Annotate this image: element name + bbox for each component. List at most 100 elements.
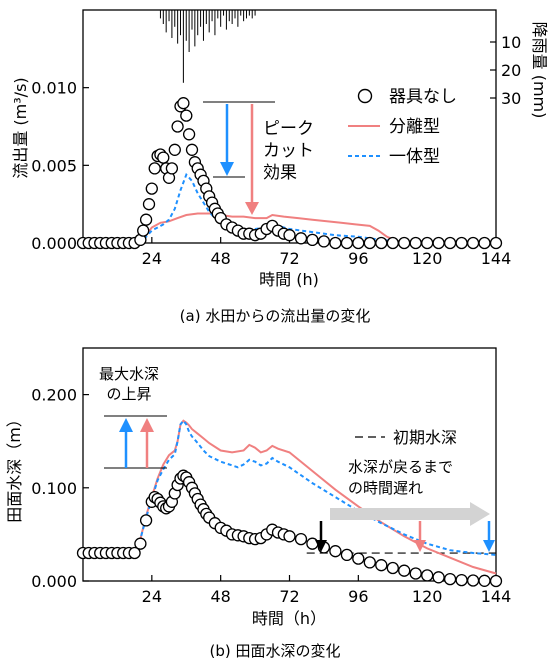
panel-a-xlabel: 時間 (h): [259, 270, 319, 289]
series-line-solid: [83, 419, 497, 575]
panel-b-xlabel: 時間（h）: [252, 609, 326, 628]
x-tick-label: 48: [210, 249, 230, 268]
panel-a-outflow-chart: 0.000 0.005 0.010 10 20 30 24 48 72 96 120 144 ピー…: [11, 9, 549, 325]
data-point: [171, 120, 184, 133]
data-point: [398, 564, 411, 577]
panel-a-ylabel: 流出量 (m³/s): [11, 77, 30, 178]
data-point: [148, 162, 161, 175]
annotation-line: 効果: [263, 163, 297, 183]
data-point: [386, 236, 399, 250]
data-point: [455, 236, 468, 250]
panel-b-x-ticks: 24 48 72 96 120 144: [142, 575, 512, 606]
x-tick-label: 120: [412, 587, 443, 606]
blue-delay-arrow-head: [483, 540, 495, 552]
panel-a-x-ticks: 24 48 72 96 120 144: [142, 237, 512, 268]
x-tick-label: 144: [481, 587, 512, 606]
panel-b-caption: (b) 田面水深の変化: [210, 642, 341, 660]
data-point: [128, 546, 141, 560]
data-point: [139, 514, 153, 527]
x-tick-label: 96: [348, 249, 368, 268]
data-point: [139, 213, 153, 226]
data-point: [145, 182, 158, 195]
data-point: [432, 236, 445, 250]
data-point: [165, 162, 179, 175]
data-point: [409, 236, 422, 250]
data-point: [363, 556, 376, 569]
x-tick-label: 144: [481, 249, 512, 268]
data-point: [142, 198, 156, 211]
panel-a-y2-ticks: 10 20 30: [490, 33, 521, 108]
data-point: [432, 571, 445, 584]
data-point: [443, 572, 457, 586]
panel-b-depth-chart: 0.000 0.100 0.200 24 48 72 96 120 144 最大水深の上昇 初…: [5, 347, 512, 660]
panel-a-y-ticks: 0.000 0.005 0.010: [31, 79, 89, 253]
x-tick-label: 24: [142, 249, 162, 268]
data-point: [398, 236, 411, 250]
time-delay-gray-arrow-head: [470, 502, 490, 526]
annotation-line: の上昇: [106, 385, 151, 403]
max-depth-rise-annotation: 最大水深の上昇: [99, 365, 159, 403]
y-tick-label: 0.200: [31, 386, 77, 405]
data-point: [182, 128, 196, 141]
data-point: [306, 233, 319, 247]
data-point: [329, 545, 342, 558]
data-point: [375, 236, 388, 250]
data-point: [329, 236, 342, 250]
data-point: [466, 574, 480, 587]
y2-tick-label: 20: [501, 61, 521, 80]
data-point: [340, 236, 354, 250]
time-delay-gray-bar: [330, 508, 472, 520]
data-point: [180, 109, 193, 122]
x-tick-label: 72: [279, 249, 299, 268]
data-point: [134, 537, 147, 550]
data-point: [363, 236, 376, 250]
data-point: [489, 236, 503, 250]
data-point: [478, 574, 491, 587]
annotation-line: カット: [263, 141, 314, 161]
x-tick-label: 24: [142, 587, 162, 606]
panel-b-y-ticks: 0.000 0.100 0.200: [31, 386, 89, 591]
annotation-line: ピーク: [263, 119, 314, 139]
data-point: [317, 235, 331, 248]
data-point: [386, 561, 399, 575]
data-point: [137, 224, 150, 237]
peak-cut-annotation: ピークカット効果: [263, 119, 314, 183]
time-delay-annotation: 水深が戻るまでの時間遅れ: [348, 458, 453, 497]
data-point: [352, 236, 365, 250]
y2-tick-label: 30: [501, 89, 521, 108]
data-point: [421, 236, 434, 250]
data-point: [340, 548, 354, 562]
x-tick-label: 72: [279, 587, 299, 606]
x-tick-label: 48: [210, 587, 230, 606]
y-tick-label: 0.100: [31, 479, 77, 498]
black-arrow-head: [315, 540, 327, 552]
y-tick-label: 0.010: [31, 79, 77, 98]
blue-arrow-head: [220, 162, 234, 176]
legend-label-initial-depth: 初期水深: [393, 428, 457, 447]
legend-label-integrated: 一体型: [389, 147, 440, 167]
red-arrow-head: [245, 202, 259, 215]
y-tick-label: 0.000: [31, 234, 77, 253]
data-point: [375, 559, 388, 572]
legend-label-separate: 分離型: [389, 117, 440, 137]
data-point: [185, 143, 199, 156]
red-up-arrow-head: [140, 418, 154, 432]
y-tick-label: 0.000: [31, 572, 77, 591]
data-point: [409, 567, 422, 580]
data-point: [283, 530, 296, 543]
x-tick-label: 96: [348, 587, 368, 606]
legend-label-nodevice: 器具なし: [389, 87, 457, 107]
data-point: [306, 537, 319, 550]
data-point: [466, 236, 480, 250]
blue-up-arrow-head: [119, 418, 133, 432]
panel-a-y2label: 降雨量 (mm): [530, 22, 549, 119]
red-delay-arrow-head: [414, 540, 426, 552]
legend-circle-marker: [357, 88, 373, 104]
data-point: [168, 143, 181, 156]
y2-tick-label: 10: [501, 33, 521, 52]
panel-a-caption: (a) 水田からの流出量の変化: [180, 307, 371, 325]
data-point: [443, 236, 457, 250]
panel-b-series: [76, 419, 503, 588]
max-depth-label-bg: [89, 360, 169, 406]
